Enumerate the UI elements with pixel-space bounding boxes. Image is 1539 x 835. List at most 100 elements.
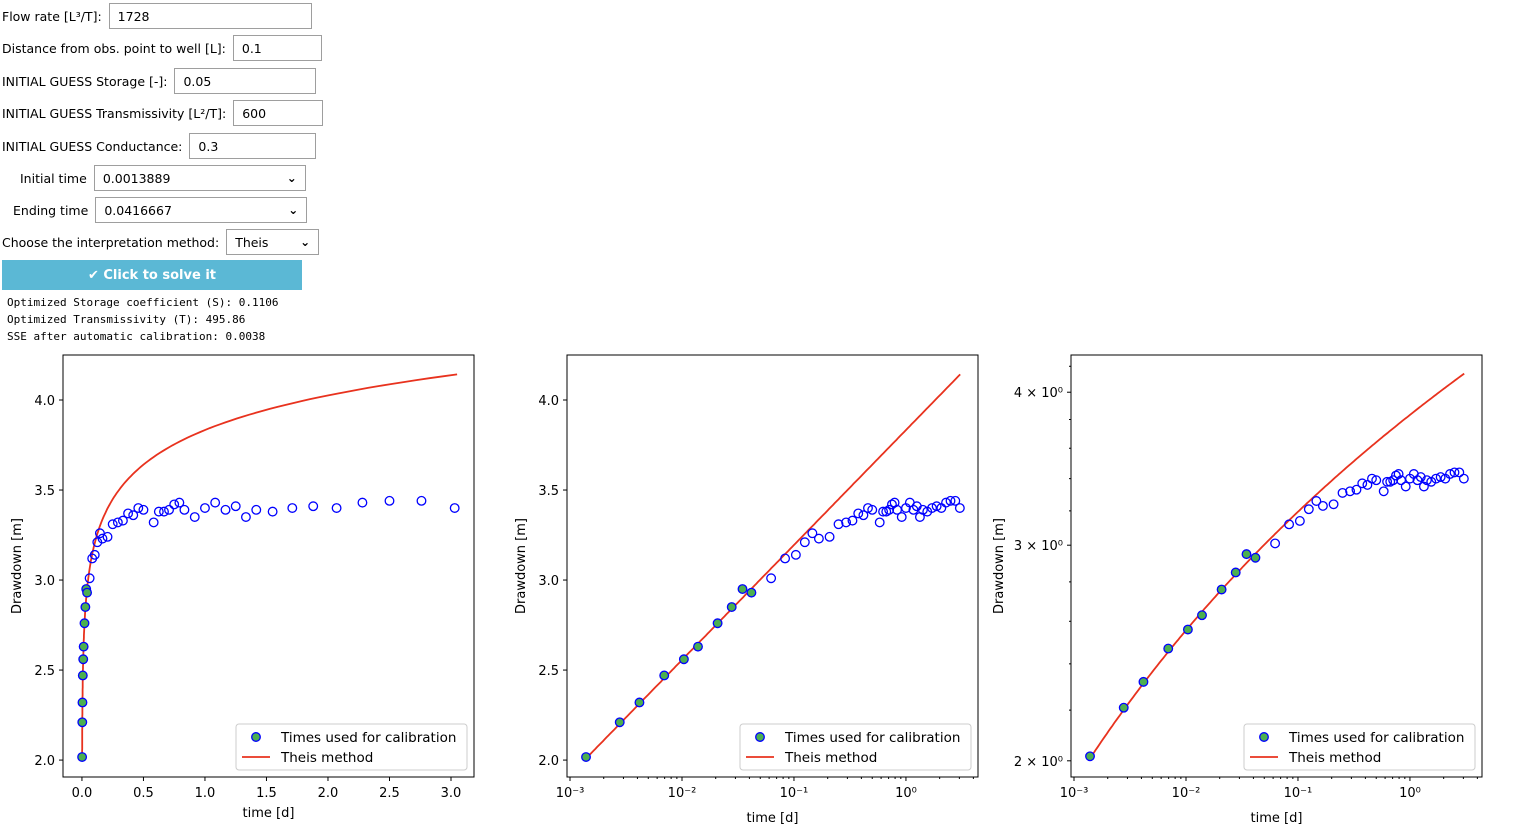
observed-point [153,506,164,517]
legend-model-label: Theis method [280,750,373,766]
calibration-point [634,697,645,708]
ending-time-select[interactable]: 0.0416667 ⌄ [95,197,308,223]
storage-row: INITIAL GUESS Storage [-]: 0.05 [2,67,317,95]
observed-point [1412,475,1423,486]
x-axis-label: time [d] [1251,811,1303,826]
x-tick-label: 10⁻¹ [1284,786,1313,801]
observed-point [1445,469,1455,479]
observed-point [824,531,835,542]
observed-point [89,549,100,560]
x-tick-label: 10⁻² [1172,786,1201,801]
distance-input[interactable]: 0.1 [232,35,322,61]
conductance-label: INITIAL GUESS Conductance: [2,138,183,154]
conductance-input[interactable]: 0.3 [189,133,317,159]
observed-point [799,537,810,548]
transmissivity-label: INITIAL GUESS Transmissivity [L²/T]: [2,105,227,121]
observed-point [169,499,180,510]
observed-point [164,504,174,515]
calibration-point [1085,751,1095,762]
observed-point [1415,472,1426,483]
x-tick-label: 10⁻² [668,786,697,801]
observed-point [240,512,251,522]
observed-point [1294,515,1305,526]
legend-calibration-label: Times used for calibration [1288,730,1464,746]
transmissivity-input[interactable]: 600 [233,100,324,126]
observed-point [950,495,961,506]
x-tick-label: 10⁰ [1399,786,1421,801]
observed-point [813,533,824,544]
ending-time-value: 0.0416667 [104,202,172,218]
observed-point [945,495,956,506]
theis-model-line [81,373,458,759]
observed-point [287,503,298,513]
flow-rate-row: Flow rate [L³/T]: 1728 [2,2,312,30]
observed-point [189,512,200,522]
observed-point [1311,496,1322,506]
legend: Times used for calibration Theis method [1243,723,1476,771]
calibration-point [1118,702,1129,713]
x-tick-label: 0.5 [133,786,154,801]
observed-point [384,495,395,506]
observed-point [1435,472,1446,483]
observed-point [1284,519,1295,530]
chevron-down-icon: ⌄ [300,235,311,249]
observed-point [1337,487,1348,498]
calibration-point [726,602,737,612]
y-axis-label: Drawdown [m] [514,518,529,614]
x-tick-label: 1.0 [195,786,216,801]
x-tick-label: 10⁻³ [1060,786,1089,801]
observed-point [1378,486,1389,497]
storage-input[interactable]: 0.05 [174,68,317,94]
y-tick-label: 3.5 [538,484,559,499]
y-tick-label: 2.5 [34,664,55,679]
calibration-point [678,654,689,665]
observed-point [931,501,942,512]
solve-button[interactable]: ✔ Click to solve it [2,260,302,290]
observed-point [853,508,864,519]
method-select[interactable]: Theis ⌄ [226,229,320,255]
observed-point [357,497,368,508]
flow-rate-input[interactable]: 1728 [108,3,312,29]
y-tick-label: 2.0 [34,754,55,769]
observed-point [927,503,937,513]
method-value: Theis [235,234,269,250]
result-sse: SSE after automatic calibration: 0.0038 [7,330,266,343]
observed-point [210,497,221,508]
y-axis-label: Drawdown [m] [10,518,25,614]
observed-point [159,506,169,517]
legend-box [235,723,468,771]
calibration-point [693,641,703,652]
y-tick-label: 4.0 [34,394,55,409]
result-storage: Optimized Storage coefficient (S): 0.110… [7,296,279,309]
observed-point [449,503,460,513]
observed-point [874,517,885,528]
chart-2: 10⁻³ 10⁻² 10⁻¹ 10⁰ 2.0 2.5 3.0 3.5 4.0 time [d] Dr… [514,354,979,826]
calibration-point [1163,643,1174,654]
observed-point [123,508,134,519]
observed-point [1418,481,1429,492]
calibration-point [1182,624,1193,635]
legend-calibration-label: Times used for calibration [784,730,960,746]
legend-calibration-marker [251,732,261,742]
observed-point [896,512,907,522]
calibration-point [79,618,90,629]
observed-point [148,517,159,528]
observed-point [220,504,231,515]
observed-point [174,497,185,508]
conductance-row: INITIAL GUESS Conductance: 0.3 [2,132,317,160]
observed-point [416,495,427,506]
observed-point [138,504,149,515]
observed-point [1367,473,1377,484]
storage-label: INITIAL GUESS Storage [-]: [2,73,168,89]
initial-time-select[interactable]: 0.0013889 ⌄ [93,165,306,191]
observed-point [1351,484,1362,495]
calibration-point [78,641,89,652]
observed-point [867,504,878,515]
calibration-point [77,670,88,681]
chevron-down-icon: ⌄ [286,171,297,185]
observed-point [1371,475,1382,486]
transmissivity-row: INITIAL GUESS Transmissivity [L²/T]: 600 [2,99,324,127]
chart-1: 0.0 0.5 1.0 1.5 2.0 2.5 3.0 2.0 2.5 3.0 3.5 4.0 time… [10,354,475,821]
calibration-point [1250,552,1261,563]
observed-point [102,531,113,542]
